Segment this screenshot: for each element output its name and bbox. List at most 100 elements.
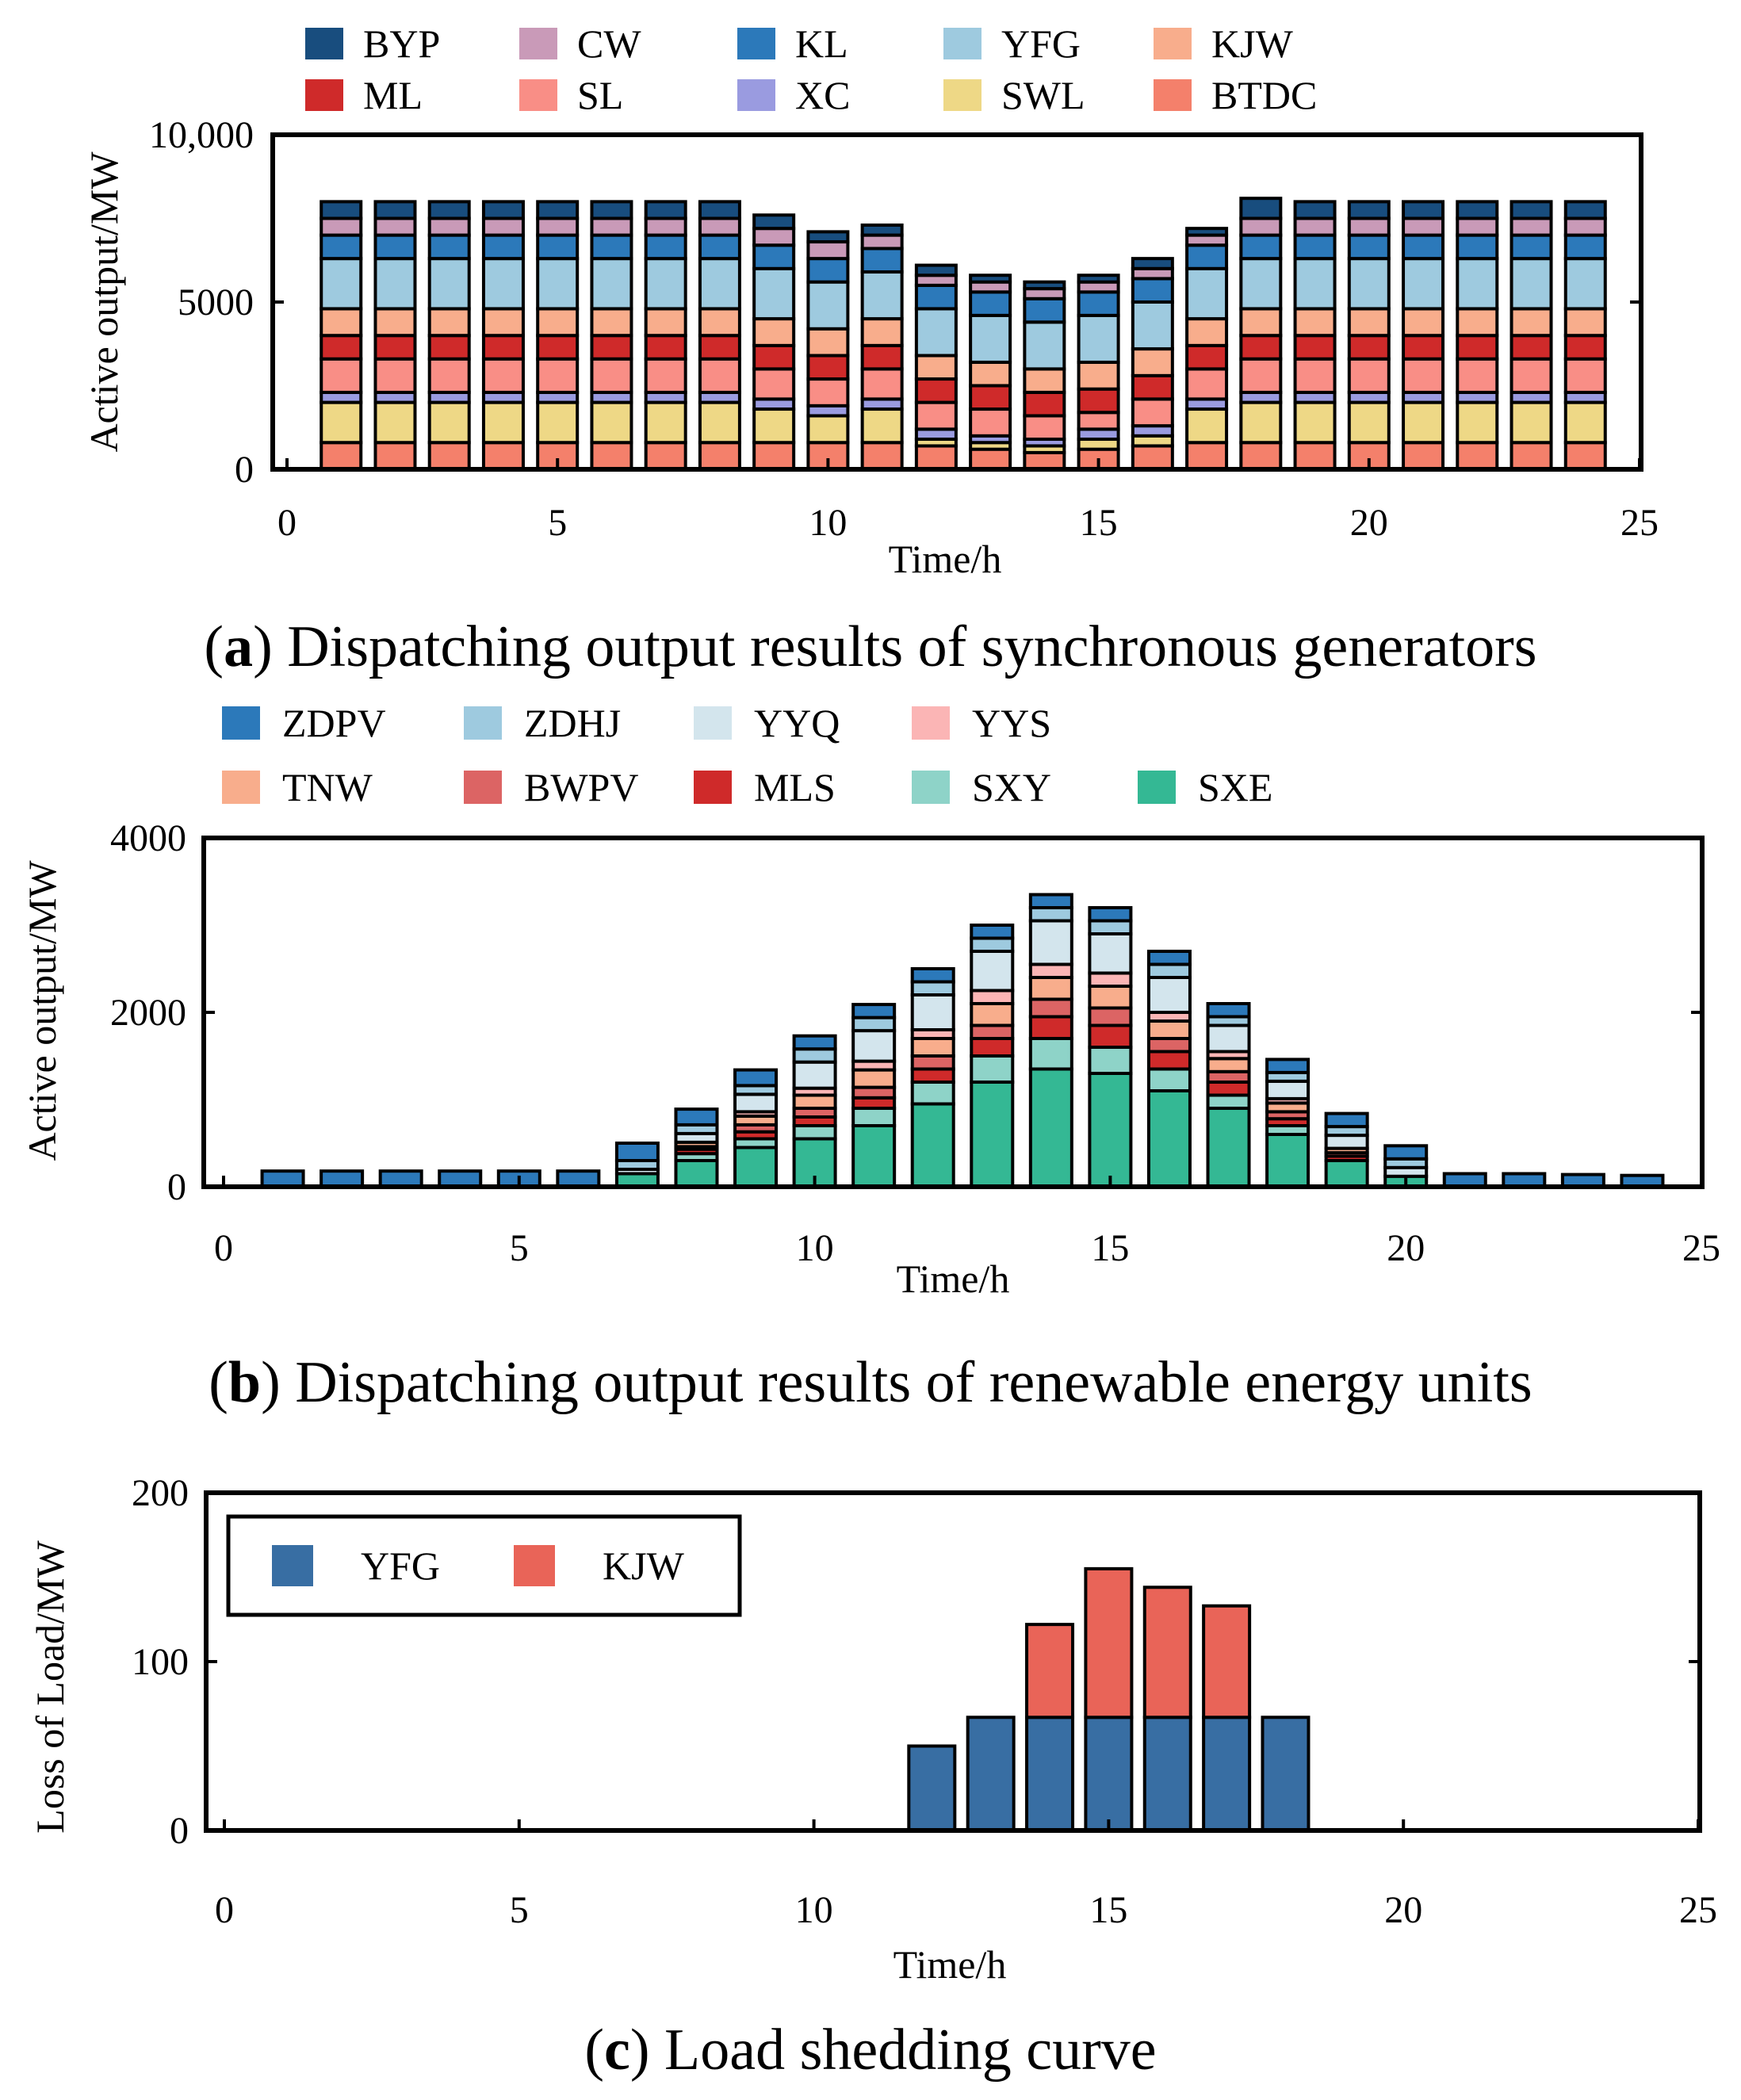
bar-segment-cw-t8 xyxy=(698,216,741,237)
bar-segment-byp-t10 xyxy=(806,230,850,244)
bar-segment-yfg-t2 xyxy=(373,257,417,311)
bar-segment-sl-t3 xyxy=(427,357,471,394)
bar-segment-zdhj-t16 xyxy=(1146,962,1192,979)
bar-segment-btdc-t2 xyxy=(373,441,417,471)
bar-segment-kjw-t11 xyxy=(860,317,904,347)
bar-segment-byp-t23 xyxy=(1510,200,1553,220)
ytick-label-c: 0 xyxy=(170,1810,189,1852)
bar-segment-yyq-t15 xyxy=(1088,932,1133,975)
bar-segment-ml-t10 xyxy=(806,354,850,381)
bar-segment-cw-t11 xyxy=(860,233,904,251)
legend-swatch-yfg xyxy=(272,1545,313,1586)
ytick-label-a: 5000 xyxy=(178,281,254,323)
bar-segment-sl-t12 xyxy=(914,400,958,431)
caption-c-text: Load shedding curve xyxy=(664,2018,1157,2083)
bar-segment-swl-t8 xyxy=(698,400,741,445)
legend-label-yfg: YFG xyxy=(361,1543,440,1588)
bar-segment-sl-t16 xyxy=(1131,397,1174,428)
bar-segment-swl-t11 xyxy=(860,407,904,445)
bar-segment-kjw-t23 xyxy=(1510,307,1553,338)
bar-segment-kl-t5 xyxy=(536,233,580,261)
bar-segment-zdpv-t14 xyxy=(1028,893,1073,909)
xtick-label-c: 0 xyxy=(215,1889,234,1931)
xtick-label-c: 5 xyxy=(510,1889,529,1931)
bar-segment-yfg-t19 xyxy=(1293,257,1337,311)
bars-a xyxy=(320,197,1607,472)
ytick-label-c: 100 xyxy=(132,1641,189,1683)
bar-segment-tnw-t14 xyxy=(1028,976,1073,1001)
bar-segment-sl-t8 xyxy=(698,357,741,394)
bar-segment-btdc-t21 xyxy=(1402,441,1445,471)
bar-segment-byp-t19 xyxy=(1293,200,1337,220)
bar-segment-swl-t10 xyxy=(806,414,850,445)
xlabel-a: Time/h xyxy=(889,537,1002,581)
bar-segment-byp-t16 xyxy=(1131,257,1174,270)
legend-label-kjw: KJW xyxy=(1211,21,1294,66)
legend-swatch-xc xyxy=(737,79,775,111)
bar-segment-ml-t7 xyxy=(644,334,687,361)
panel-c: 0 5 10 15 20 25 0 100 200 YFG KJW Loss of Load/MW… xyxy=(28,1472,1717,2083)
xtick-label-c: 15 xyxy=(1089,1889,1127,1931)
bar-segment-btdc-t7 xyxy=(644,441,687,471)
xtick-label-a: 5 xyxy=(548,502,567,544)
bar-segment-zdhj-t13 xyxy=(970,936,1015,953)
bar-segment-kjw-t1 xyxy=(320,307,363,338)
bar-segment-yfg-t16 xyxy=(1142,1716,1192,1833)
caption-b: (b) Dispatching output results of renewa… xyxy=(209,1350,1532,1415)
bar-segment-sl-t9 xyxy=(752,367,796,401)
bar-segment-kjw-t8 xyxy=(698,307,741,338)
legend-swatch-cw xyxy=(519,28,557,59)
legend-swatch-sxy xyxy=(912,771,950,804)
bar-segment-byp-t13 xyxy=(969,273,1012,284)
bar-segment-cw-t5 xyxy=(536,216,580,237)
bar-segment-kjw-t10 xyxy=(806,327,850,358)
bar-segment-yfg-t22 xyxy=(1456,257,1499,311)
panel-a: BYP CW KL YFG KJW ML SL XC SWL BTDC 0 5 10 15 20 25 0 50… xyxy=(82,21,1659,679)
bar-segment-kjw-t6 xyxy=(590,307,633,338)
bar-segment-yyq-t12 xyxy=(910,993,955,1031)
legend-label-btdc: BTDC xyxy=(1211,73,1317,117)
legend-label-sxy: SXY xyxy=(972,765,1051,809)
bar-segment-kl-t21 xyxy=(1402,233,1445,261)
bar-segment-byp-t11 xyxy=(860,223,904,237)
bar-segment-yys-t14 xyxy=(1028,962,1073,979)
bar-segment-bwpv-t15 xyxy=(1088,1006,1133,1027)
bar-segment-zdhj-t10 xyxy=(792,1047,837,1064)
bar-segment-yfg-t21 xyxy=(1402,257,1445,311)
bar-segment-yfg-t12 xyxy=(907,1744,957,1832)
bar-segment-bwpv-t14 xyxy=(1028,997,1073,1019)
bar-segment-kl-t11 xyxy=(860,247,904,274)
bar-segment-yfg-t3 xyxy=(427,257,471,311)
legend-label-byp: BYP xyxy=(363,21,440,66)
bar-segment-ml-t1 xyxy=(320,334,363,361)
bar-segment-byp-t24 xyxy=(1563,200,1607,220)
bar-segment-swl-t23 xyxy=(1510,400,1553,445)
bar-segment-bwpv-t12 xyxy=(910,1054,955,1071)
bar-segment-yfg-t16 xyxy=(1131,300,1174,351)
bar-segment-ml-t15 xyxy=(1077,387,1120,415)
axis-ticks-a: 0 5 10 15 20 25 0 5000 10,000 xyxy=(149,114,1659,544)
bar-segment-kl-t8 xyxy=(698,233,741,261)
legend-label-zdpv: ZDPV xyxy=(282,701,386,745)
bar-segment-yys-t13 xyxy=(970,989,1015,1005)
bar-segment-byp-t3 xyxy=(427,200,471,220)
bar-segment-yfg-t13 xyxy=(969,313,1012,364)
bar-segment-ml-t13 xyxy=(969,384,1012,411)
legend-swatch-yys xyxy=(912,706,950,740)
ylabel-b: Active output/MW xyxy=(20,860,64,1161)
bar-segment-sxe-t17 xyxy=(1206,1107,1251,1188)
bar-segment-bwpv-t13 xyxy=(970,1023,1015,1040)
bar-segment-yys-t15 xyxy=(1088,971,1133,988)
panel-b: ZDPV ZDHJ YYQ YYS TNW BWPV MLS SXY SXE 0 5 10 15 20 2… xyxy=(20,701,1720,1415)
bar-segment-tnw-t15 xyxy=(1088,985,1133,1010)
bar-segment-sxe-t13 xyxy=(970,1081,1015,1188)
bar-segment-swl-t6 xyxy=(590,400,633,445)
xtick-label-c: 20 xyxy=(1384,1889,1422,1931)
bar-segment-kjw-t17 xyxy=(1202,1604,1252,1719)
bar-segment-kl-t15 xyxy=(1077,290,1120,317)
legend-label-sxe: SXE xyxy=(1198,765,1272,809)
bar-segment-sl-t22 xyxy=(1456,357,1499,394)
bar-segment-sl-t23 xyxy=(1510,357,1553,394)
ytick-label-b: 0 xyxy=(167,1166,186,1208)
bar-segment-swl-t19 xyxy=(1293,400,1337,445)
